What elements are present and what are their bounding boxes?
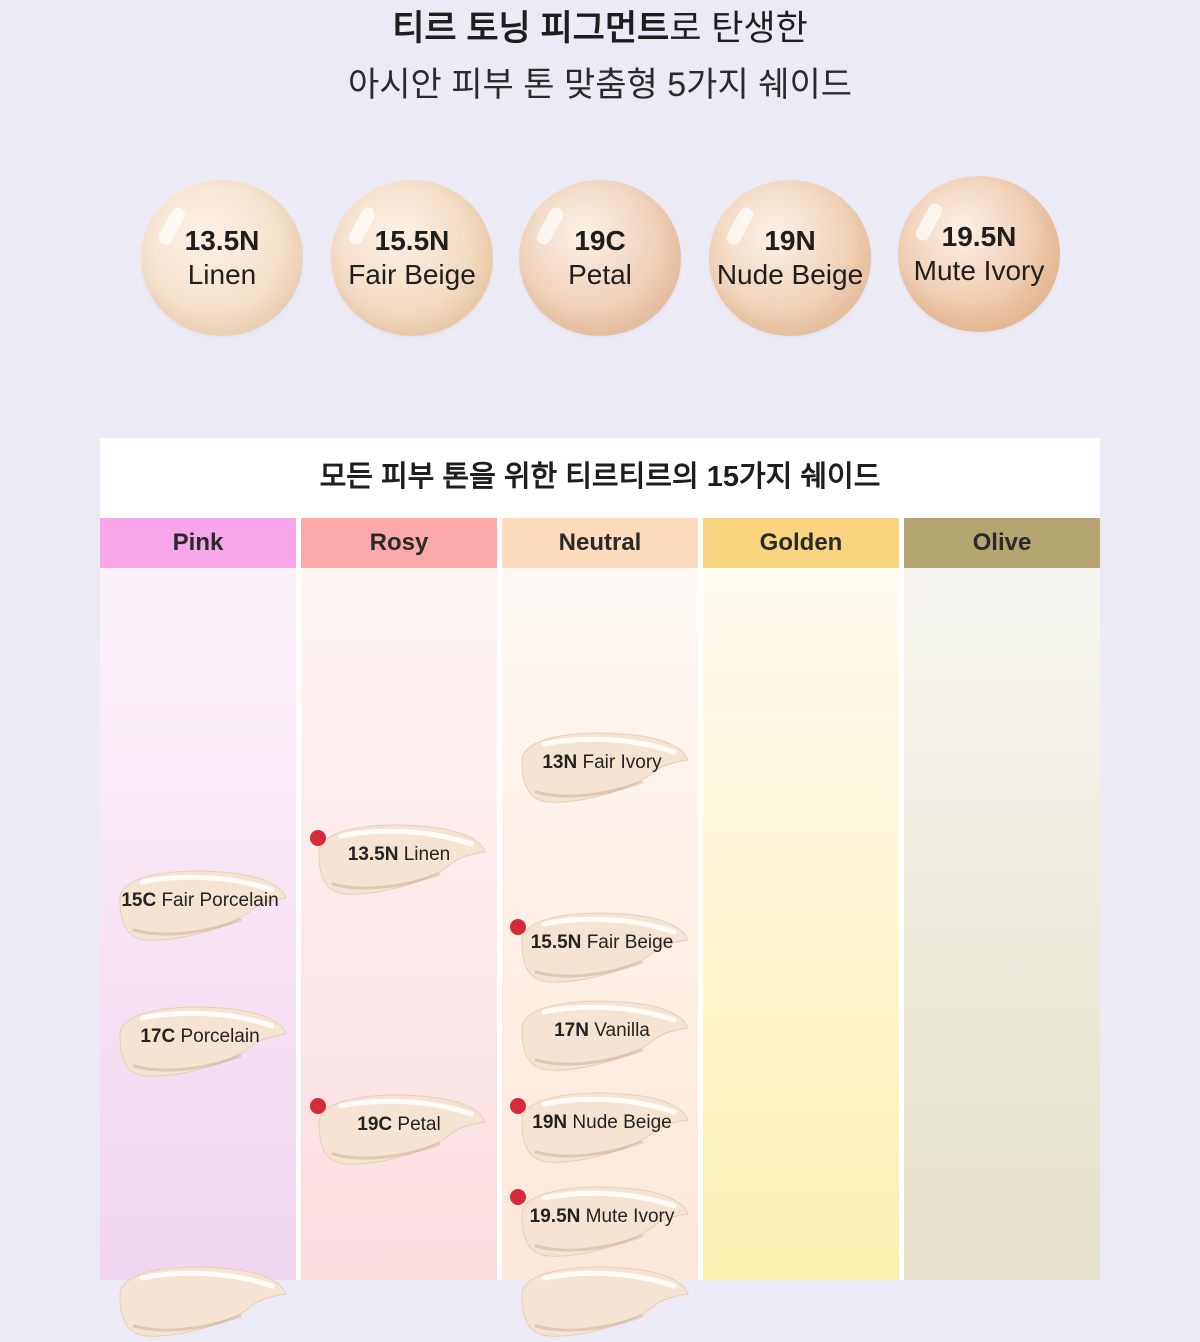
column-body-golden — [703, 568, 899, 1280]
shade-item-19c: 19C Petal — [311, 1088, 487, 1170]
shade-item-label: 19.5N Mute Ivory — [529, 1206, 675, 1227]
shade-swatch-19n: 19N Nude Beige — [709, 180, 871, 336]
column-header-golden: Golden — [703, 518, 899, 568]
cream-smear-shape — [521, 912, 689, 983]
shade-code: 19.5N — [941, 221, 1017, 252]
shade-swatch-19-5n: 19.5N Mute Ivory — [898, 176, 1060, 332]
featured-shades: 13.5N Linen 15.5N Fair Beige 19C Petal 1… — [0, 176, 1200, 340]
shade-item-partial — [112, 1260, 288, 1342]
shade-name: Fair Beige — [348, 259, 476, 290]
cream-smear-shape — [521, 1092, 689, 1163]
shade-item-15c: 15C Fair Porcelain — [112, 864, 288, 946]
cream-smear-shape — [119, 1006, 287, 1077]
featured-marker-dot — [310, 1098, 326, 1114]
shade-item-17n: 17N Vanilla — [514, 994, 690, 1076]
shade-chart-title: 모든 피부 톤을 위한 티르티르의 15가지 쉐이드 — [319, 461, 881, 493]
featured-marker-dot — [510, 1098, 526, 1114]
shade-code: 15.5N — [374, 225, 450, 256]
hero-title: 티르 토닝 피그먼트로 탄생한 — [0, 8, 1200, 50]
featured-marker-dot — [510, 919, 526, 935]
shade-chart-panel: 모든 피부 톤을 위한 티르티르의 15가지 쉐이드 Pink 15C Fair… — [100, 438, 1100, 1337]
hero-title-bold: 티르 토닝 피그먼트 — [392, 9, 670, 48]
shade-item-label: 17C Porcelain — [140, 1026, 260, 1047]
shade-swatch-15-5n: 15.5N Fair Beige — [331, 180, 493, 336]
shade-swatch-19c: 19C Petal — [519, 180, 681, 336]
column-header-pink: Pink — [100, 518, 296, 568]
column-body-olive — [904, 568, 1100, 1280]
column-pink: Pink 15C Fair Porcelain 17C Porcelain — [100, 518, 296, 1337]
featured-marker-dot — [310, 830, 326, 846]
hero-subtitle: 아시안 피부 톤 맞춤형 5가지 쉐이드 — [347, 66, 853, 104]
shade-item-label: 17N Vanilla — [554, 1020, 650, 1041]
shade-swatch-13-5n: 13.5N Linen — [141, 180, 303, 336]
featured-marker-dot — [510, 1189, 526, 1205]
shade-item-19-5n: 19.5N Mute Ivory — [514, 1180, 690, 1262]
column-neutral: Neutral 13N Fair Ivory 15.5N Fair Beige … — [502, 518, 698, 1337]
shade-item-label: 13N Fair Ivory — [542, 752, 662, 773]
shade-item-15-5n: 15.5N Fair Beige — [514, 906, 690, 988]
shade-item-label: 15.5N Fair Beige — [530, 932, 674, 953]
shade-name: Nude Beige — [716, 259, 864, 290]
cream-smear-shape — [521, 732, 689, 803]
shade-item-17c: 17C Porcelain — [112, 1000, 288, 1082]
column-header-rosy: Rosy — [301, 518, 497, 568]
shade-name: Petal — [568, 259, 632, 290]
shade-code: 19N — [764, 225, 816, 256]
shade-item-19n: 19N Nude Beige — [514, 1086, 690, 1168]
column-golden: Golden — [703, 518, 899, 1280]
shade-item-label: 13.5N Linen — [347, 844, 451, 865]
shade-name: Mute Ivory — [913, 255, 1045, 286]
cream-smear-shape — [318, 1094, 486, 1165]
cream-smear-shape — [521, 1266, 689, 1337]
column-header-neutral: Neutral — [502, 518, 698, 568]
shade-code: 13.5N — [184, 225, 260, 256]
shade-item-label: 15C Fair Porcelain — [121, 890, 279, 911]
column-body-pink: 15C Fair Porcelain 17C Porcelain — [100, 568, 296, 1337]
shade-item-partial — [514, 1260, 690, 1342]
shade-name: Linen — [187, 259, 257, 290]
column-body-neutral: 13N Fair Ivory 15.5N Fair Beige 17N Vani… — [502, 568, 698, 1337]
column-body-rosy: 13.5N Linen 19C Petal — [301, 568, 497, 1280]
cream-smear-shape — [521, 1000, 689, 1071]
column-header-olive: Olive — [904, 518, 1100, 568]
hero-title-rest: 로 탄생한 — [669, 9, 808, 48]
shade-item-label: 19C Petal — [357, 1114, 441, 1135]
shade-item-13n: 13N Fair Ivory — [514, 726, 690, 808]
cream-smear-shape — [318, 824, 486, 895]
column-olive: Olive — [904, 518, 1100, 1280]
shade-item-13-5n: 13.5N Linen — [311, 818, 487, 900]
column-rosy: Rosy 13.5N Linen 19C Petal — [301, 518, 497, 1280]
cream-smear-shape — [521, 1186, 689, 1257]
cream-smear-shape — [119, 1266, 287, 1337]
shade-code: 19C — [574, 225, 626, 256]
shade-item-label: 19N Nude Beige — [532, 1112, 672, 1133]
cream-smear-shape — [119, 870, 287, 941]
